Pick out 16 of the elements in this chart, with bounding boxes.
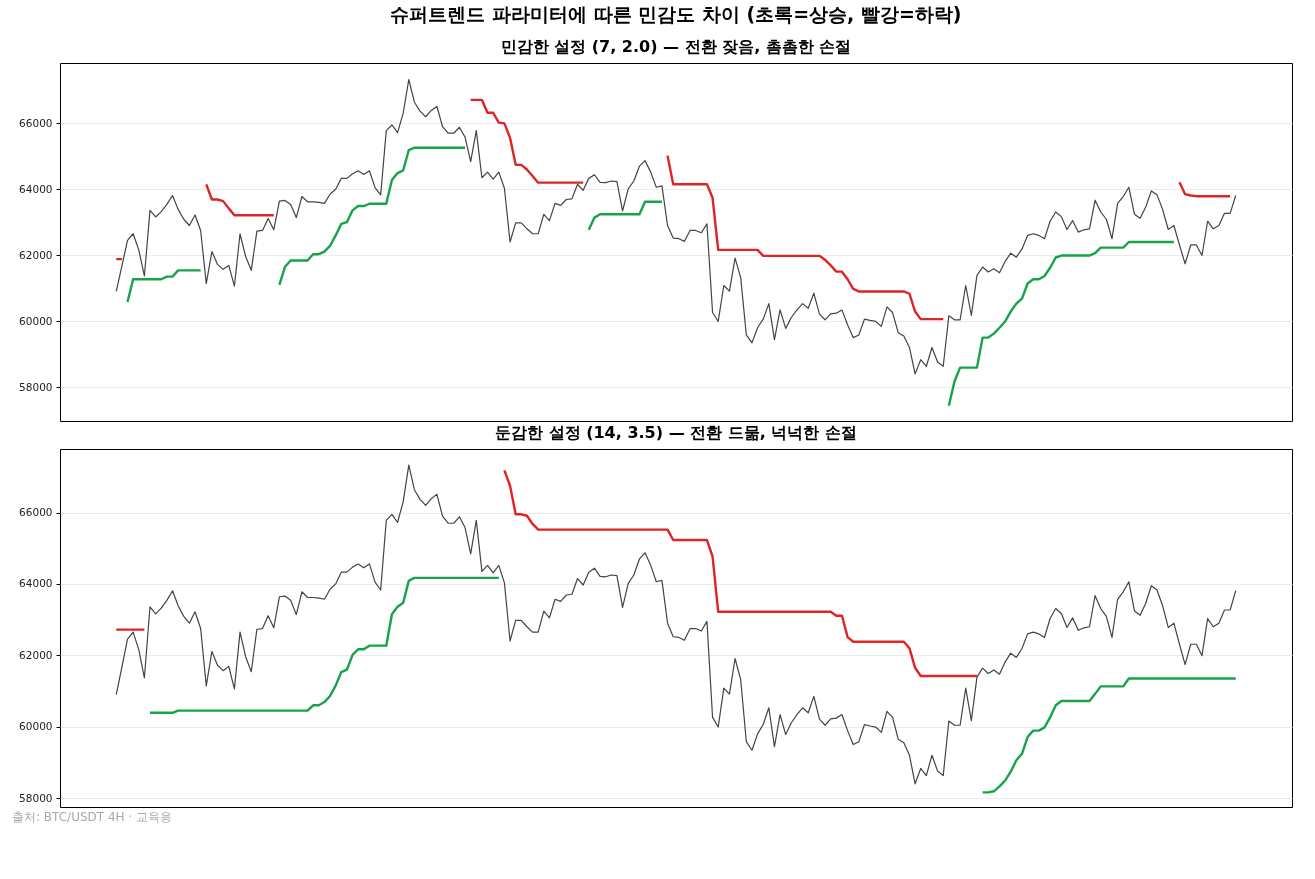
y-tick-label: 58000 — [19, 380, 53, 393]
chart-title: 둔감한 설정 (14, 3.5) — 전환 드묾, 넉넉한 손절 — [495, 423, 857, 442]
y-tick-label: 66000 — [19, 116, 53, 129]
y-tick-label: 64000 — [19, 577, 53, 590]
y-tick-label: 58000 — [19, 791, 53, 804]
y-tick-label: 60000 — [19, 720, 53, 733]
line-series — [115, 78, 1237, 375]
y-tick-label: 62000 — [19, 648, 53, 661]
line-series — [115, 464, 1237, 785]
y-tick-label: 66000 — [19, 506, 53, 519]
chart-title: 슈퍼트렌드 파라미터에 따른 민감도 차이 (초록=상승, 빨강=하락) — [390, 3, 962, 25]
chart-subtitle: 민감한 설정 (7, 2.0) — 전환 잦음, 촘촘한 손절 — [500, 37, 852, 56]
y-tick-label: 62000 — [19, 248, 53, 261]
y-tick-label: 60000 — [19, 314, 53, 327]
y-tick-label: 64000 — [19, 182, 53, 195]
source-note: 출처: BTC/USDT 4H · 교육용 — [12, 809, 174, 826]
